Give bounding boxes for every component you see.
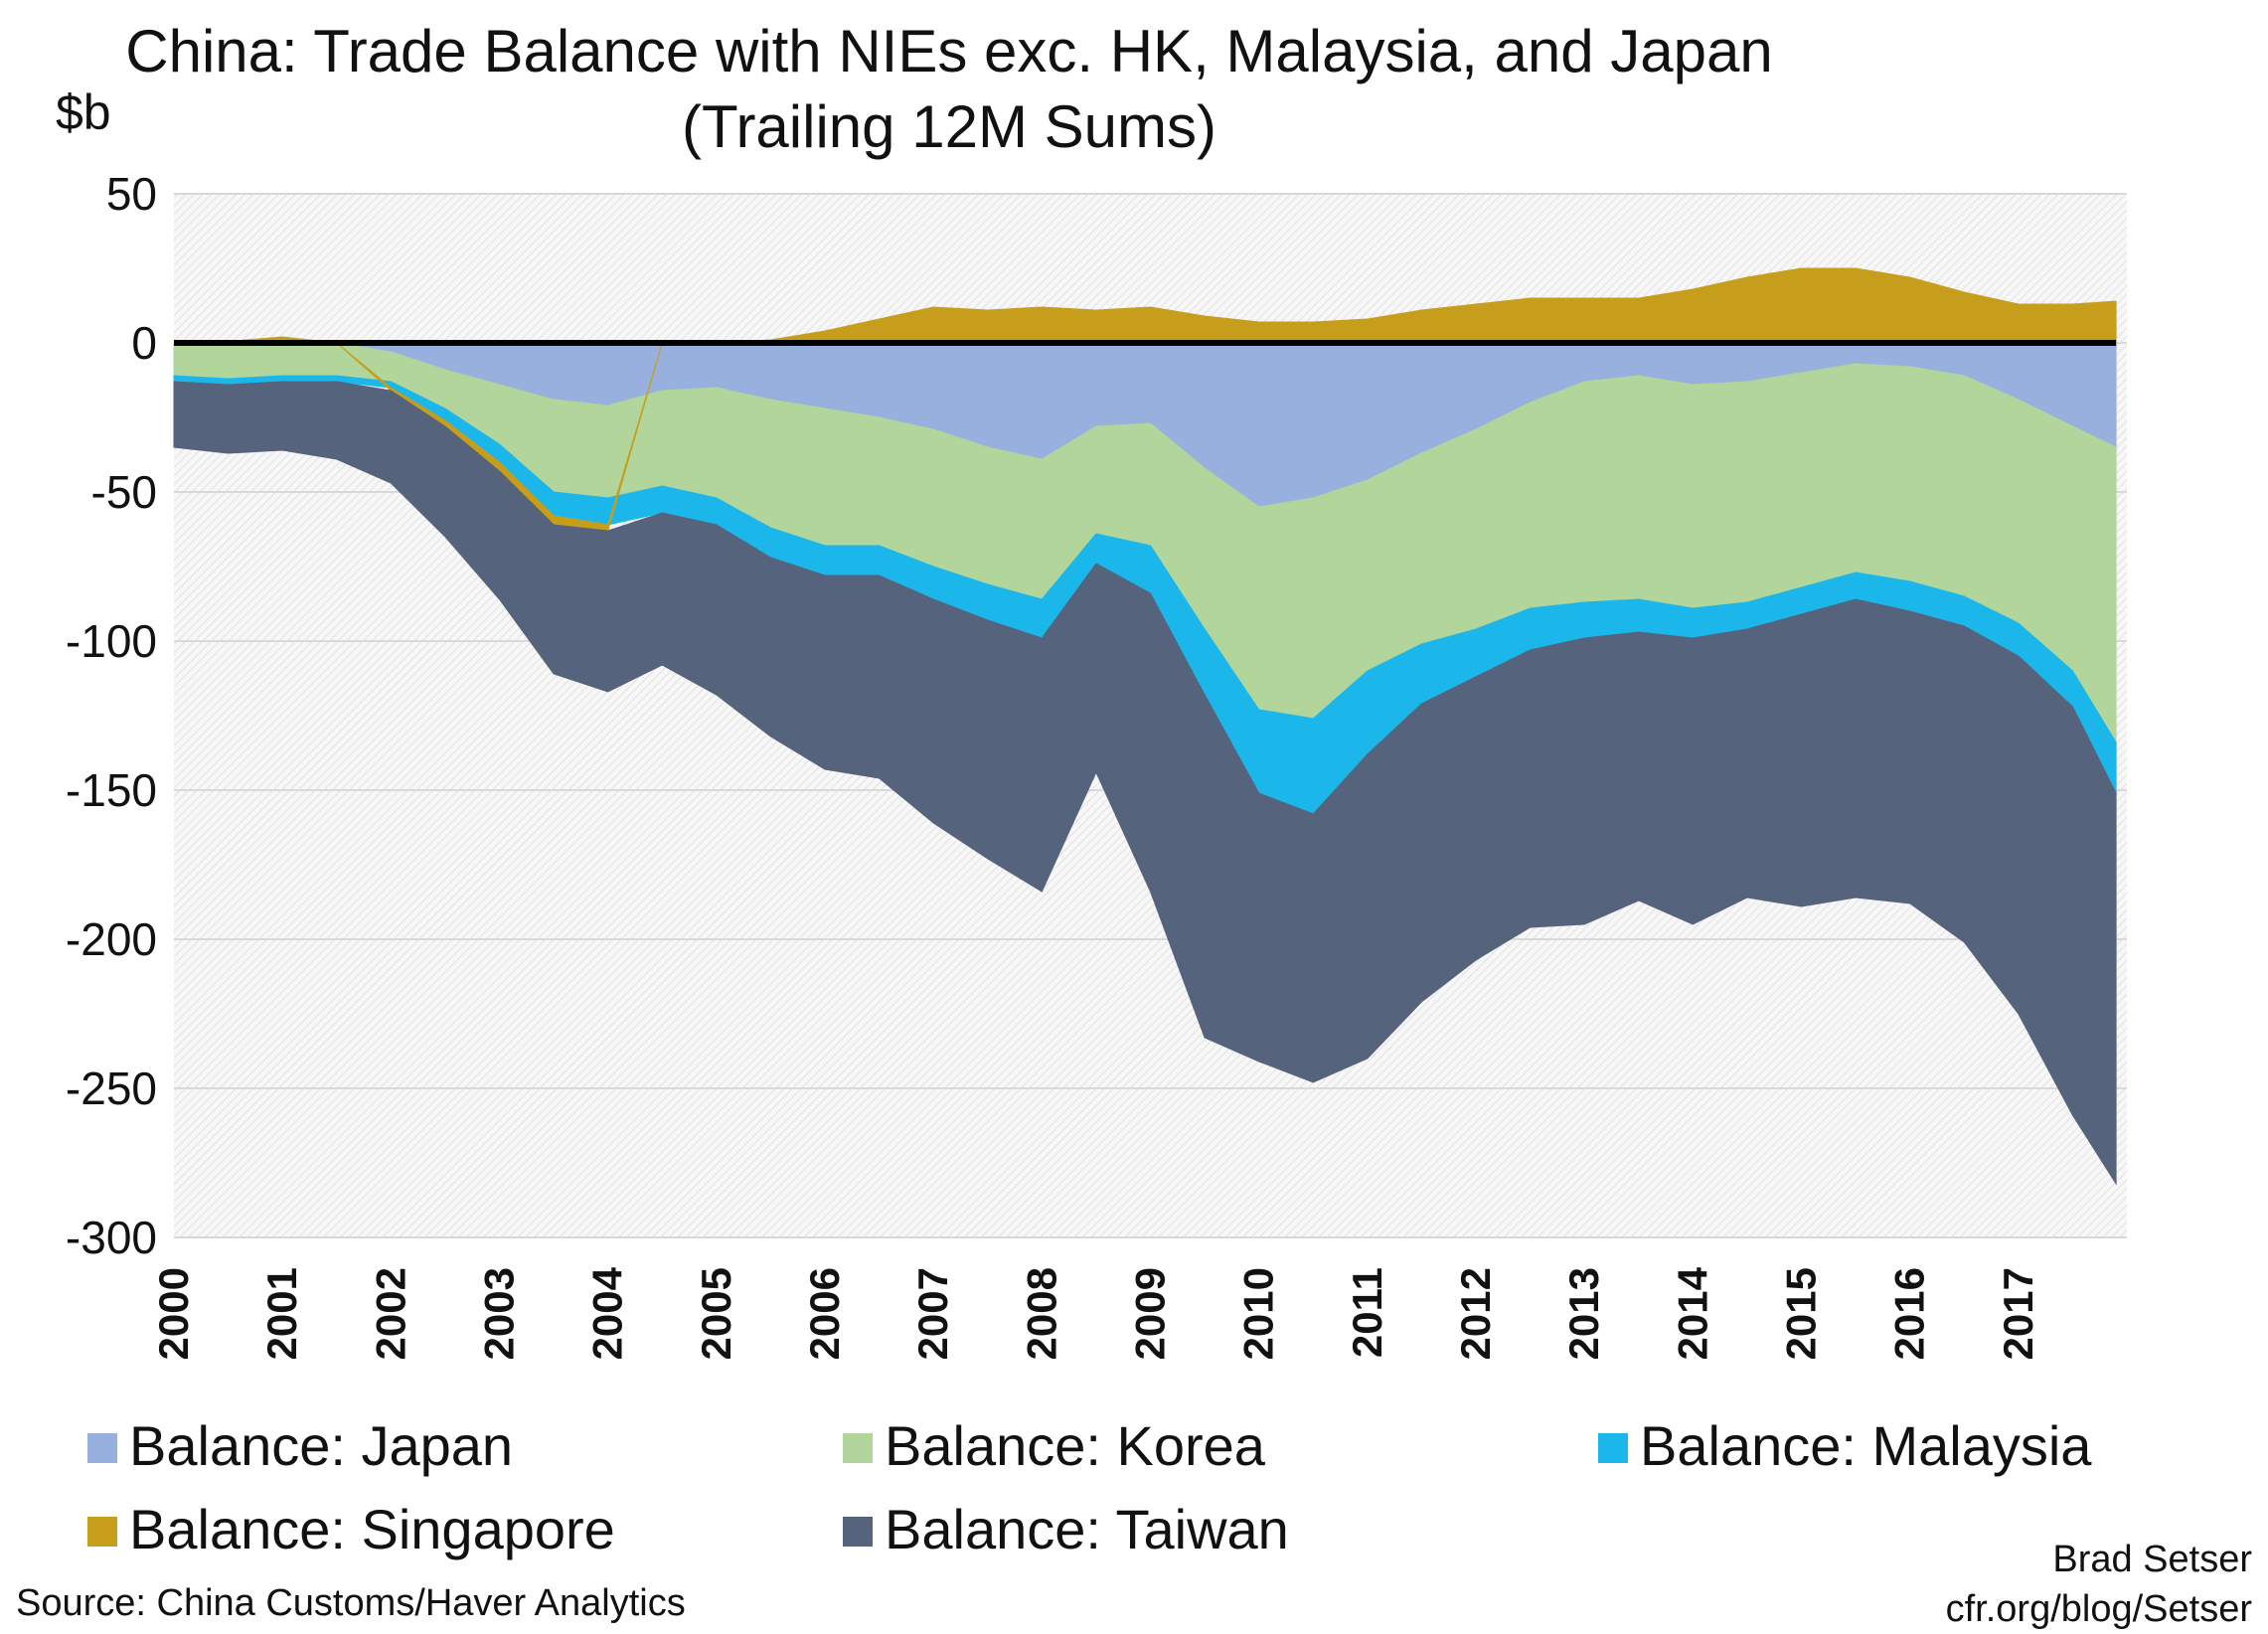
x-tick-label: 2002	[367, 1267, 413, 1360]
x-tick-label: 2012	[1452, 1267, 1499, 1360]
x-tick-label: 2017	[1995, 1267, 2041, 1360]
legend-item-korea: Balance: Korea	[843, 1411, 1265, 1481]
y-tick-label: 50	[106, 168, 157, 220]
x-tick-label: 2004	[584, 1266, 631, 1360]
x-tick-label: 2011	[1344, 1267, 1390, 1358]
x-tick-label: 2008	[1018, 1267, 1064, 1360]
legend-item-taiwan: Balance: Taiwan	[843, 1495, 1289, 1564]
credit-name: Brad Setser	[2052, 1539, 2252, 1580]
x-tick-label: 2007	[909, 1267, 956, 1360]
x-tick-label: 2005	[693, 1267, 739, 1360]
y-tick-label: -300	[66, 1212, 157, 1263]
y-tick-label: 0	[131, 317, 157, 369]
x-tick-label: 2014	[1669, 1266, 1715, 1360]
y-tick-label: -250	[66, 1062, 157, 1114]
legend-label: Balance: Singapore	[129, 1498, 615, 1560]
x-tick-label: 2016	[1886, 1267, 1933, 1360]
author-credit: Brad Setser cfr.org/blog/Setser	[1946, 1535, 2252, 1634]
chart-canvas: 500-50-100-150-200-250-300 2000 2001 2002 2…	[66, 168, 2127, 1360]
stacked-areas	[173, 267, 2117, 1186]
y-axis-ticks: 50 0 -50 -100 -150 -200 -250 -300	[66, 168, 157, 1263]
credit-url: cfr.org/blog/Setser	[1945, 1588, 2252, 1630]
chart-subtitle: (Trailing 12M Sums)	[682, 93, 1216, 160]
legend-label: Balance: Japan	[129, 1414, 514, 1477]
legend-swatch	[87, 1433, 117, 1463]
y-tick-label: -100	[66, 615, 157, 667]
legend-swatch	[1598, 1433, 1628, 1463]
legend-item-singapore: Balance: Singapore	[87, 1495, 615, 1564]
x-tick-label: 2000	[150, 1267, 197, 1360]
x-axis-ticks: 2000 2001 2002 2003 2004 2005 2006 2007 2008 2009…	[150, 1266, 2041, 1360]
legend-item-malaysia: Balance: Malaysia	[1598, 1411, 2091, 1481]
x-tick-label: 2009	[1127, 1267, 1174, 1360]
chart-title-block: China: Trade Balance with NIEs exc. HK, …	[0, 14, 1898, 165]
legend-swatch	[843, 1433, 873, 1463]
legend-item-japan: Balance: Japan	[87, 1411, 513, 1481]
x-tick-label: 2010	[1235, 1267, 1282, 1360]
y-tick-label: -150	[66, 764, 157, 816]
x-tick-label: 2006	[801, 1267, 848, 1360]
legend-label: Balance: Korea	[885, 1414, 1265, 1477]
legend-swatch	[843, 1517, 873, 1547]
x-tick-label: 2013	[1560, 1267, 1607, 1360]
source-note: Source: China Customs/Haver Analytics	[16, 1582, 686, 1624]
area-series-taiwan	[173, 381, 2117, 1186]
y-tick-label: -200	[66, 913, 157, 965]
legend-swatch	[87, 1517, 117, 1547]
chart-title: China: Trade Balance with NIEs exc. HK, …	[125, 18, 1773, 84]
x-tick-label: 2001	[258, 1267, 305, 1360]
y-tick-label: -50	[91, 466, 157, 518]
y-axis-unit-label: $b	[56, 84, 111, 140]
x-tick-label: 2003	[476, 1267, 523, 1360]
legend-label: Balance: Malaysia	[1640, 1414, 2092, 1477]
legend-label: Balance: Taiwan	[885, 1498, 1289, 1560]
x-tick-label: 2015	[1778, 1267, 1825, 1360]
